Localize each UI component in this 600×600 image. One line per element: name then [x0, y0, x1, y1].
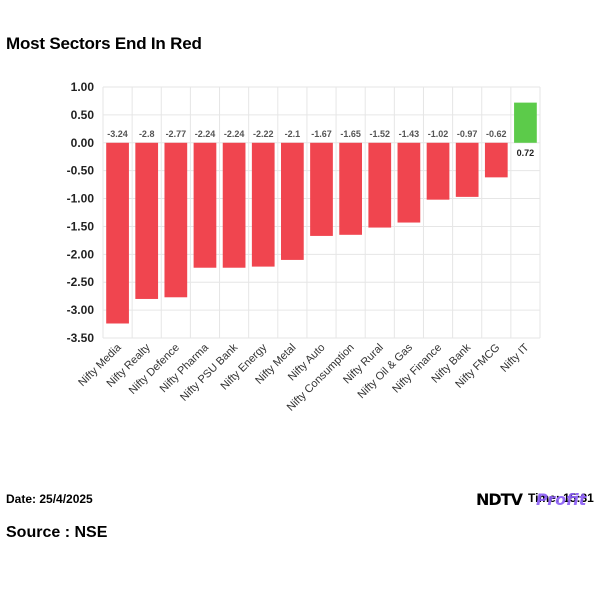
x-axis-label: Nifty IT	[498, 341, 531, 374]
bar	[193, 142, 217, 268]
bar	[281, 142, 304, 260]
value-label: -3.24	[107, 129, 128, 139]
bar	[426, 142, 450, 200]
time-label: Time: 15:31	[528, 491, 594, 505]
bar	[455, 142, 479, 197]
bar	[397, 142, 421, 223]
value-label: -0.62	[486, 129, 507, 139]
value-label: -2.8	[139, 129, 155, 139]
bar	[135, 142, 159, 299]
bar	[222, 142, 246, 268]
bar	[368, 142, 392, 228]
value-label: -0.97	[457, 129, 478, 139]
source-label: Source : NSE	[6, 524, 108, 541]
value-label: -1.43	[399, 129, 420, 139]
value-label: -2.22	[253, 129, 274, 139]
y-tick-label: -1.50	[67, 219, 95, 233]
value-label: 0.72	[517, 148, 535, 158]
chart-title: Most Sectors End In Red	[6, 34, 202, 53]
y-tick-label: -3.00	[67, 303, 95, 317]
bar	[339, 142, 362, 235]
y-tick-label: -0.50	[67, 164, 95, 178]
bar	[251, 142, 275, 267]
value-label: -2.24	[224, 129, 245, 139]
bar-chart: 1.00 0.50 0.00 -0.50 -1.00 -1.50 -2.00 -2.50 -3.…	[67, 80, 541, 414]
y-axis-ticks: 1.00 0.50 0.00 -0.50 -1.00 -1.50 -2.00 -2.50 -3.…	[67, 80, 95, 345]
value-label: -2.77	[166, 129, 187, 139]
y-tick-label: 1.00	[71, 80, 95, 94]
y-tick-label: -1.00	[67, 192, 95, 206]
y-tick-label: -3.50	[67, 331, 95, 345]
bars	[106, 102, 537, 324]
value-label: -2.1	[285, 129, 301, 139]
brand-sub: Profit	[536, 490, 587, 509]
bar	[106, 142, 129, 324]
y-tick-label: 0.00	[71, 136, 95, 150]
value-label: -1.65	[340, 129, 361, 139]
y-tick-label: 0.50	[71, 108, 95, 122]
value-label: -1.67	[311, 129, 332, 139]
value-labels: -3.24 -2.8 -2.77 -2.24 -2.24 -2.22 -2.1 -1.67 -1…	[107, 129, 534, 158]
y-tick-label: -2.00	[67, 247, 95, 261]
y-tick-label: -2.50	[67, 275, 95, 289]
bar	[514, 102, 537, 143]
value-label: -1.02	[428, 129, 449, 139]
value-label: -2.24	[195, 129, 216, 139]
bar	[310, 142, 333, 236]
bar	[164, 142, 188, 298]
brand-main: NDTV	[476, 490, 523, 509]
bar	[484, 142, 508, 178]
value-label: -1.52	[370, 129, 391, 139]
brand-logo: NDTV Time: 15:31 Profit	[476, 490, 596, 514]
date-label: Date: 25/4/2025	[6, 492, 93, 506]
